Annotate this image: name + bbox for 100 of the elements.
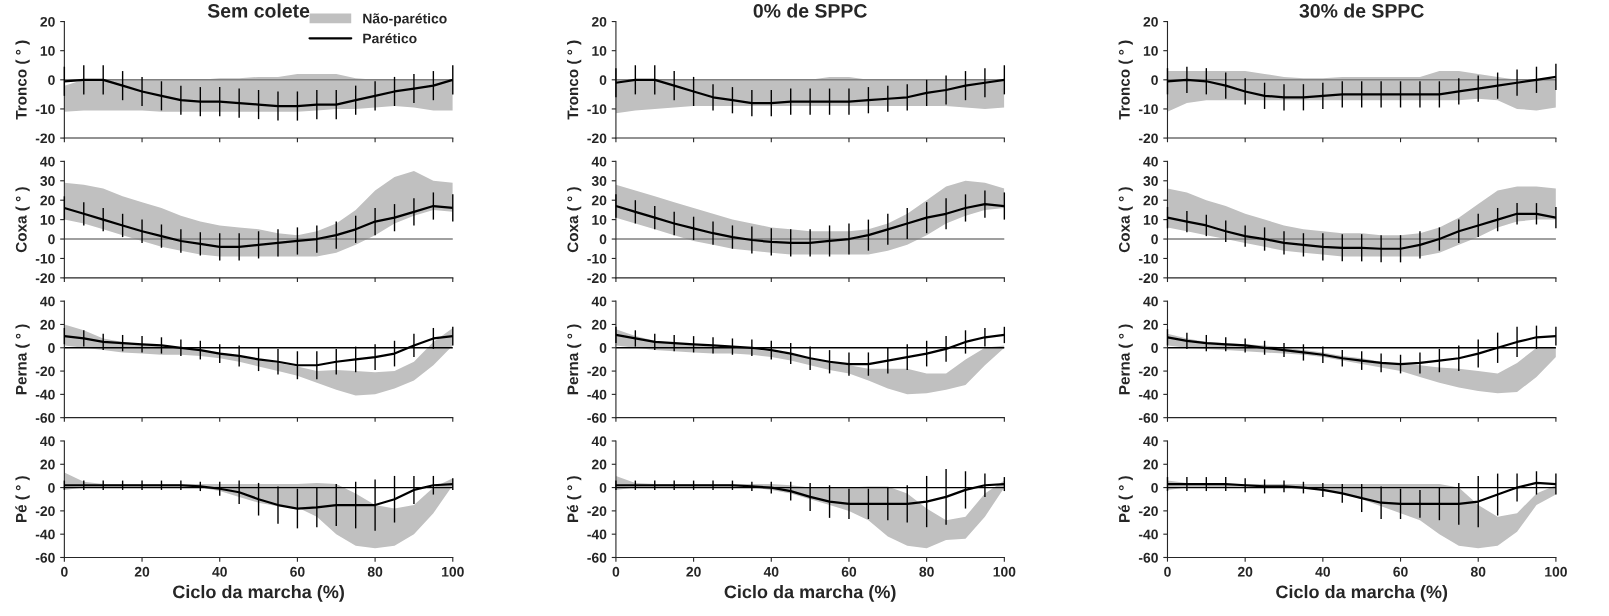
x-tick-label: 20	[134, 566, 150, 577]
y-tick-label: 30	[591, 176, 607, 186]
y-tick-label: 30	[40, 176, 55, 186]
y-tick-label: 10	[40, 214, 55, 225]
y-tick-label: -60	[35, 552, 55, 563]
x-axis-title: Ciclo da marcha (%)	[1276, 585, 1448, 602]
y-tick-label: 20	[40, 459, 55, 470]
y-tick-label: 20	[1143, 459, 1158, 470]
y-tick-label: -20	[35, 273, 55, 284]
y-tick-label: 0	[1151, 234, 1158, 245]
y-axis-title: Coxa ( ° )	[567, 187, 582, 253]
y-axis-title: Perna ( ° )	[567, 324, 582, 395]
y-tick-label: 10	[1143, 46, 1158, 56]
y-tick-label: -10	[1138, 253, 1158, 264]
y-tick-label: 30	[1143, 176, 1158, 186]
y-tick-label: 0	[1151, 75, 1158, 85]
x-tick-label: 60	[1393, 566, 1408, 577]
y-tick-label: -20	[587, 366, 607, 377]
y-tick-label: -60	[35, 413, 55, 423]
y-tick-label: -20	[1138, 366, 1158, 377]
y-axis-title: Coxa ( ° )	[1118, 187, 1133, 253]
y-tick-label: -60	[587, 552, 607, 563]
y-tick-label: -60	[587, 413, 607, 423]
x-axis-title: Ciclo da marcha (%)	[173, 585, 344, 602]
x-tick-label: 80	[919, 566, 934, 577]
y-tick-label: 20	[40, 195, 55, 206]
legend-label: Parético	[363, 33, 417, 44]
y-axis-title: Perna ( ° )	[1118, 324, 1133, 395]
y-tick-label: -40	[587, 529, 607, 540]
x-tick-label: 80	[1470, 566, 1486, 577]
y-tick-label: 20	[591, 319, 607, 330]
y-tick-label: 0	[599, 75, 607, 85]
x-axis-title: Ciclo da marcha (%)	[724, 585, 896, 602]
y-tick-label: -10	[1138, 104, 1158, 115]
y-tick-label: 40	[40, 296, 55, 307]
y-tick-label: 40	[1143, 436, 1158, 447]
y-tick-label: 0	[599, 343, 607, 353]
y-tick-label: -40	[587, 389, 607, 400]
x-tick-label: 100	[442, 566, 464, 577]
y-tick-label: 0	[599, 482, 607, 493]
y-tick-label: -40	[35, 529, 55, 540]
y-tick-label: -60	[1138, 413, 1158, 423]
y-tick-label: 40	[591, 296, 607, 307]
y-tick-label: -20	[35, 366, 55, 377]
y-tick-label: 0	[48, 482, 55, 493]
y-tick-label: 40	[591, 436, 607, 447]
y-tick-label: -20	[35, 133, 55, 144]
y-tick-label: 20	[591, 195, 607, 206]
y-tick-label: -40	[1138, 529, 1158, 540]
y-tick-label: 20	[40, 319, 55, 330]
y-tick-label: 10	[1143, 214, 1158, 225]
x-tick-label: 60	[841, 566, 857, 577]
y-tick-label: -20	[35, 506, 55, 517]
y-tick-label: 20	[1143, 16, 1158, 27]
y-tick-label: -10	[587, 104, 607, 115]
chart-title: Sem colete	[207, 3, 310, 18]
y-axis-title: Tronco ( ° )	[15, 40, 30, 120]
y-tick-label: 40	[591, 156, 607, 167]
x-tick-label: 20	[1237, 566, 1253, 577]
x-tick-label: 80	[367, 566, 383, 577]
y-axis-title: Tronco ( ° )	[1118, 40, 1133, 120]
y-tick-label: 0	[48, 75, 55, 85]
y-tick-label: 0	[599, 234, 607, 245]
y-axis-title: Pé ( ° )	[566, 476, 582, 523]
y-tick-label: 40	[40, 436, 55, 447]
y-tick-label: 10	[592, 214, 607, 225]
y-tick-label: -20	[587, 506, 607, 517]
y-tick-label: 10	[40, 46, 55, 56]
y-axis-title: Pé ( ° )	[1118, 476, 1133, 523]
x-tick-label: 0	[61, 566, 68, 577]
y-tick-label: 40	[1143, 296, 1158, 307]
y-tick-label: 20	[1143, 319, 1158, 330]
x-tick-label: 20	[686, 566, 701, 577]
y-tick-label: 40	[1143, 156, 1158, 167]
x-tick-label: 40	[212, 566, 227, 577]
y-tick-label: -20	[587, 273, 607, 284]
y-tick-label: -40	[1138, 389, 1158, 400]
y-tick-label: 20	[40, 16, 55, 27]
chart-title: 0% de SPPC	[753, 3, 867, 18]
y-tick-label: -20	[1138, 133, 1158, 144]
x-tick-label: 60	[290, 566, 305, 577]
y-axis-title: Pé ( ° )	[15, 476, 30, 523]
x-tick-label: 100	[993, 566, 1016, 577]
chart-title: 30% de SPPC	[1299, 3, 1424, 18]
y-tick-label: -40	[35, 389, 55, 400]
y-tick-label: -10	[35, 253, 55, 264]
y-tick-label: 0	[48, 343, 55, 353]
y-tick-label: -20	[587, 133, 607, 144]
y-axis-title: Tronco ( ° )	[567, 40, 582, 120]
y-tick-label: 20	[591, 16, 607, 27]
x-tick-label: 40	[763, 566, 779, 577]
y-tick-label: 20	[591, 459, 607, 470]
y-tick-label: -20	[1138, 506, 1158, 517]
x-tick-label: 40	[1315, 566, 1331, 577]
y-tick-label: 0	[1151, 343, 1158, 353]
y-tick-label: -10	[587, 253, 607, 264]
x-tick-label: 0	[612, 566, 620, 577]
y-axis-title: Perna ( ° )	[15, 324, 30, 395]
legend-label: Não-parético	[363, 13, 447, 27]
x-tick-label: 100	[1545, 566, 1567, 577]
